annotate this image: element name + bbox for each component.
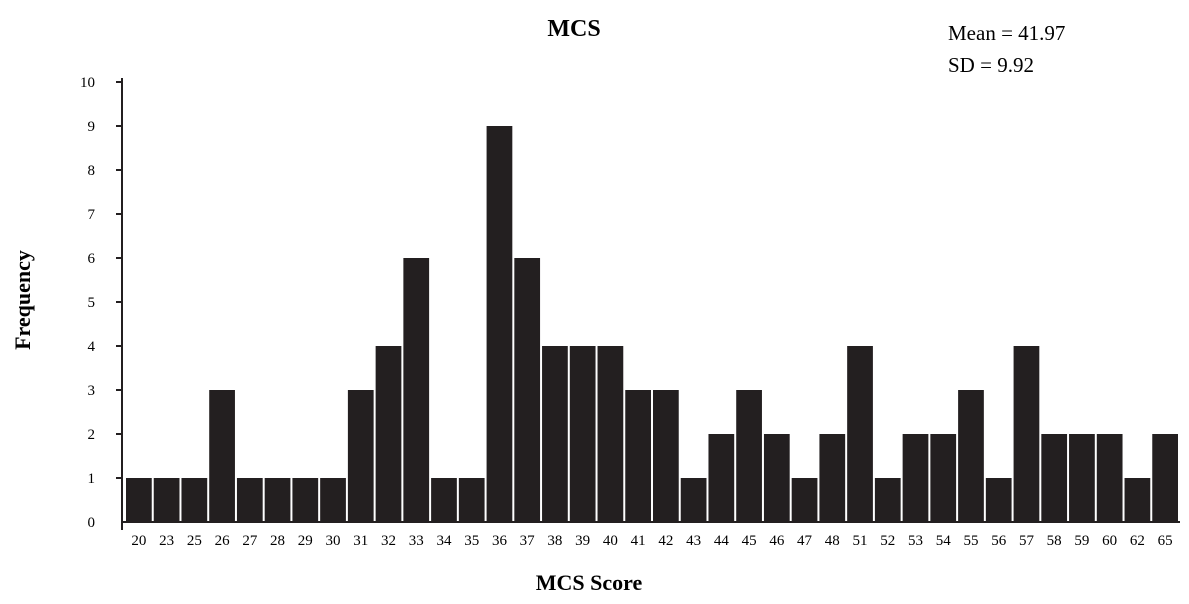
y-tick-label-4: 4: [88, 339, 96, 355]
x-tick-label-37: 37: [520, 533, 536, 549]
bar-31: [347, 390, 374, 522]
bar-38: [542, 346, 568, 522]
x-tick-labels-group: 20 23 25 26 27 28 29 30 31 32 33 34 35 36 37 38 39 40 41 42…: [131, 533, 1172, 549]
x-tick-label-60: 60: [1102, 533, 1117, 549]
x-tick-label-57: 57: [1019, 533, 1035, 549]
x-tick-label-31: 31: [353, 533, 368, 549]
bar-43: [680, 478, 707, 522]
x-tick-label-33: 33: [409, 533, 424, 549]
bar-51: [847, 346, 873, 522]
x-axis-title: MCS Score: [536, 570, 643, 595]
x-tick-label-25: 25: [187, 533, 202, 549]
y-tick-label-10: 10: [80, 75, 95, 91]
bar-65: [1152, 434, 1178, 522]
x-tick-label-36: 36: [492, 533, 508, 549]
bar-57: [1013, 346, 1040, 522]
x-tick-label-51: 51: [853, 533, 868, 549]
bar-56: [985, 478, 1012, 522]
bar-58: [1041, 434, 1068, 522]
bar-45: [736, 390, 762, 522]
bar-36: [486, 126, 513, 522]
y-tick-label-8: 8: [88, 163, 96, 179]
bar-34: [431, 478, 457, 522]
x-tick-label-30: 30: [326, 533, 341, 549]
x-tick-label-65: 65: [1158, 533, 1173, 549]
x-tick-label-45: 45: [742, 533, 757, 549]
bar-28: [264, 478, 291, 522]
x-tick-label-41: 41: [631, 533, 646, 549]
bars-group: [126, 126, 1178, 522]
y-tick-label-3: 3: [88, 383, 96, 399]
y-tick-label-7: 7: [88, 207, 96, 223]
x-tick-label-44: 44: [714, 533, 730, 549]
x-tick-label-58: 58: [1047, 533, 1062, 549]
bar-60: [1096, 434, 1123, 522]
y-ticks-group: 0 1 2 3 4 5 6 7 8 9 10: [80, 75, 122, 531]
x-tick-label-42: 42: [658, 533, 673, 549]
bar-41: [625, 390, 651, 522]
bar-55: [958, 390, 984, 522]
x-tick-label-53: 53: [908, 533, 923, 549]
bar-54: [930, 434, 957, 522]
x-tick-label-56: 56: [991, 533, 1007, 549]
bar-32: [375, 346, 402, 522]
x-tick-label-55: 55: [963, 533, 978, 549]
bar-62: [1124, 478, 1151, 522]
x-tick-label-23: 23: [159, 533, 174, 549]
y-tick-label-6: 6: [88, 251, 96, 267]
x-tick-label-34: 34: [436, 533, 452, 549]
x-tick-label-43: 43: [686, 533, 701, 549]
x-tick-label-39: 39: [575, 533, 590, 549]
bar-42: [653, 390, 679, 522]
bar-39: [569, 346, 596, 522]
y-axis-title: Frequency: [10, 250, 35, 350]
x-tick-label-40: 40: [603, 533, 618, 549]
x-tick-label-54: 54: [936, 533, 952, 549]
bar-37: [514, 258, 541, 522]
bar-44: [708, 434, 735, 522]
bar-27: [236, 478, 263, 522]
bar-20: [126, 478, 152, 522]
bar-52: [874, 478, 901, 522]
x-tick-label-32: 32: [381, 533, 396, 549]
x-tick-label-46: 46: [769, 533, 785, 549]
y-tick-label-1: 1: [88, 471, 96, 487]
x-tick-label-62: 62: [1130, 533, 1145, 549]
bar-40: [597, 346, 624, 522]
x-tick-label-28: 28: [270, 533, 285, 549]
x-tick-label-52: 52: [880, 533, 895, 549]
bar-47: [791, 478, 818, 522]
bar-26: [209, 390, 235, 522]
x-tick-label-38: 38: [547, 533, 562, 549]
sd-annotation: SD = 9.92: [948, 53, 1034, 77]
x-tick-label-48: 48: [825, 533, 840, 549]
y-tick-label-0: 0: [88, 515, 96, 531]
chart-title: MCS: [547, 16, 600, 42]
bar-35: [458, 478, 485, 522]
bar-25: [181, 478, 208, 522]
bar-29: [292, 478, 319, 522]
x-tick-label-26: 26: [215, 533, 231, 549]
x-tick-label-59: 59: [1074, 533, 1089, 549]
x-tick-label-29: 29: [298, 533, 313, 549]
bar-46: [763, 434, 790, 522]
bar-30: [320, 478, 346, 522]
x-tick-label-35: 35: [464, 533, 479, 549]
x-tick-label-27: 27: [242, 533, 258, 549]
bar-48: [819, 434, 846, 522]
y-tick-label-2: 2: [88, 427, 96, 443]
y-tick-label-5: 5: [88, 295, 96, 311]
bar-33: [403, 258, 430, 522]
mean-annotation: Mean = 41.97: [948, 21, 1065, 45]
bar-23: [153, 478, 180, 522]
bar-53: [902, 434, 929, 522]
x-tick-label-20: 20: [131, 533, 146, 549]
y-tick-label-9: 9: [88, 119, 96, 135]
bar-59: [1069, 434, 1095, 522]
x-tick-label-47: 47: [797, 533, 813, 549]
